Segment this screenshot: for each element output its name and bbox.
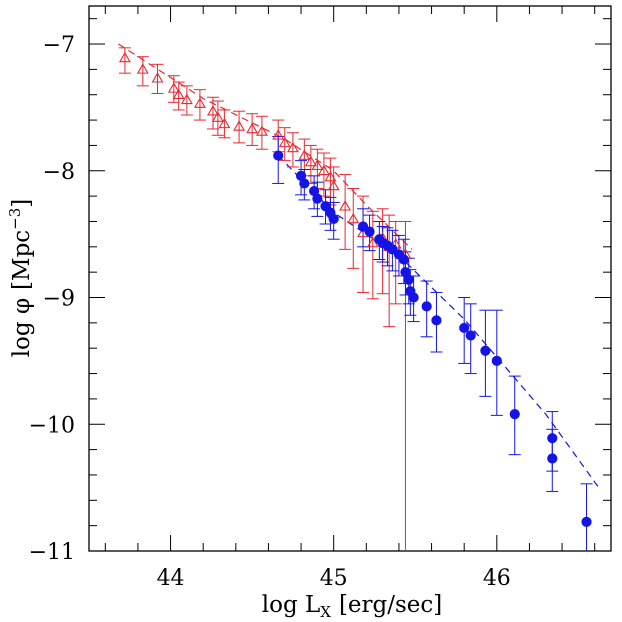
circle-point [547, 433, 558, 444]
circle-point [299, 178, 310, 189]
x-axis-label: log L [262, 592, 321, 618]
circle-point [328, 213, 339, 225]
triangle-point [151, 72, 164, 83]
y-tick-label: −7 [43, 33, 75, 58]
y-tick-label: −10 [29, 413, 75, 438]
circle-point [480, 345, 491, 356]
circle-point [491, 355, 502, 366]
triangle-point [211, 111, 224, 122]
circle-point [431, 315, 442, 326]
circle-point [421, 301, 432, 312]
x-tick-label: 44 [157, 566, 185, 591]
circle-point [364, 226, 375, 237]
y-axis-unit: [Mpc [9, 230, 35, 290]
triangle-point [317, 164, 330, 176]
triangle-point [339, 200, 352, 211]
triangle-point [136, 63, 149, 74]
triangle-point [286, 141, 299, 153]
y-tick-label: −11 [29, 540, 75, 565]
circle-point [547, 453, 558, 464]
circle-point [408, 292, 419, 303]
triangle-point [167, 82, 180, 93]
circle-point [312, 193, 323, 204]
x-tick-label: 45 [320, 566, 348, 591]
fit-lines [118, 43, 599, 487]
triangle-point [327, 179, 340, 191]
y-tick-label: −9 [43, 287, 75, 312]
triangle-point [324, 170, 337, 182]
x-tick-label: 46 [483, 566, 511, 591]
triangle-point [347, 212, 360, 224]
triangle-point [311, 159, 324, 170]
y-axis-label: log φ [9, 298, 35, 357]
circle-point [398, 254, 409, 265]
y-axis-exponent: −3 [6, 208, 24, 230]
triangle-point [255, 125, 268, 136]
triangle-point [218, 117, 231, 129]
triangle-point [272, 129, 285, 140]
triangle-point [298, 149, 311, 160]
fit-line-series-0 [118, 43, 413, 250]
axis-tick-labels: 44 45 46 −7 −8 −9 −10 −11 [29, 33, 511, 591]
y-tick-label: −8 [43, 160, 75, 185]
triangle-point [246, 122, 259, 134]
triangle-point [172, 88, 185, 100]
x-axis-unit: [erg/sec] [339, 592, 442, 618]
y-axis-title: log φ [Mpc−3] [6, 199, 35, 358]
error-bars [118, 47, 593, 551]
triangle-point [193, 97, 206, 108]
circle-point [403, 274, 414, 285]
triangle-point [233, 120, 246, 131]
circle-point [509, 409, 520, 420]
triangle-point [180, 93, 193, 105]
circle-point [581, 516, 592, 527]
triangle-point [118, 51, 131, 63]
triangle-point [278, 136, 291, 148]
circle-point [465, 330, 476, 341]
x-axis-title: log LX [erg/sec] [262, 592, 443, 621]
data-markers [118, 51, 592, 527]
triangle-point [207, 105, 219, 116]
triangle-point [304, 155, 317, 167]
axis-ticks [89, 6, 611, 552]
y-axis-close: ] [9, 199, 35, 208]
circle-point [459, 322, 470, 334]
circle-point [273, 150, 284, 161]
x-axis-subscript: X [320, 603, 331, 621]
plot-frame [88, 5, 612, 552]
triangle-point [366, 236, 379, 248]
